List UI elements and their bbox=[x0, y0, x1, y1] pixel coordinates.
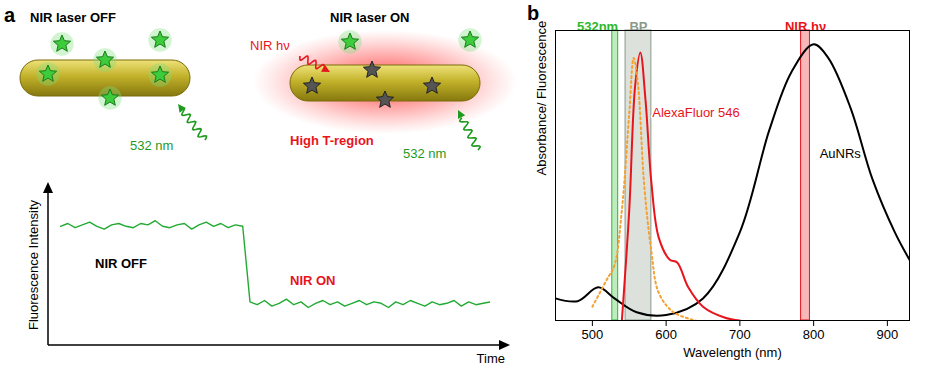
svg-text:NIR laser ON: NIR laser ON bbox=[330, 10, 409, 25]
svg-text:NIR ON: NIR ON bbox=[290, 273, 336, 288]
html-text:b: b bbox=[527, 2, 540, 24]
svg-text:AuNRs: AuNRs bbox=[820, 146, 862, 161]
svg-text:532 nm: 532 nm bbox=[403, 146, 446, 161]
svg-text:800: 800 bbox=[803, 327, 825, 342]
svg-text:NIR hν: NIR hν bbox=[250, 38, 290, 53]
svg-text:532nm: 532nm bbox=[577, 19, 618, 34]
svg-text:600: 600 bbox=[655, 327, 677, 342]
svg-text:BP: BP bbox=[629, 19, 647, 34]
svg-text:500: 500 bbox=[582, 327, 604, 342]
svg-text:High T-region: High T-region bbox=[290, 133, 374, 148]
svg-text:Absorbance/ Fluorescence: Absorbance/ Fluorescence bbox=[534, 21, 549, 176]
svg-text:Fluorescence Intensity: Fluorescence Intensity bbox=[26, 199, 41, 330]
svg-text:700: 700 bbox=[729, 327, 751, 342]
svg-text:NIR OFF: NIR OFF bbox=[95, 256, 147, 271]
svg-text:AlexaFluor 546: AlexaFluor 546 bbox=[652, 105, 739, 120]
svg-text:900: 900 bbox=[877, 327, 899, 342]
svg-text:NIR hν: NIR hν bbox=[785, 19, 826, 34]
svg-text:532 nm: 532 nm bbox=[130, 138, 173, 153]
svg-text:Wavelength (nm): Wavelength (nm) bbox=[683, 345, 782, 360]
svg-text:Time: Time bbox=[477, 351, 505, 366]
svg-text:a: a bbox=[4, 4, 16, 26]
svg-text:NIR laser OFF: NIR laser OFF bbox=[30, 10, 116, 25]
